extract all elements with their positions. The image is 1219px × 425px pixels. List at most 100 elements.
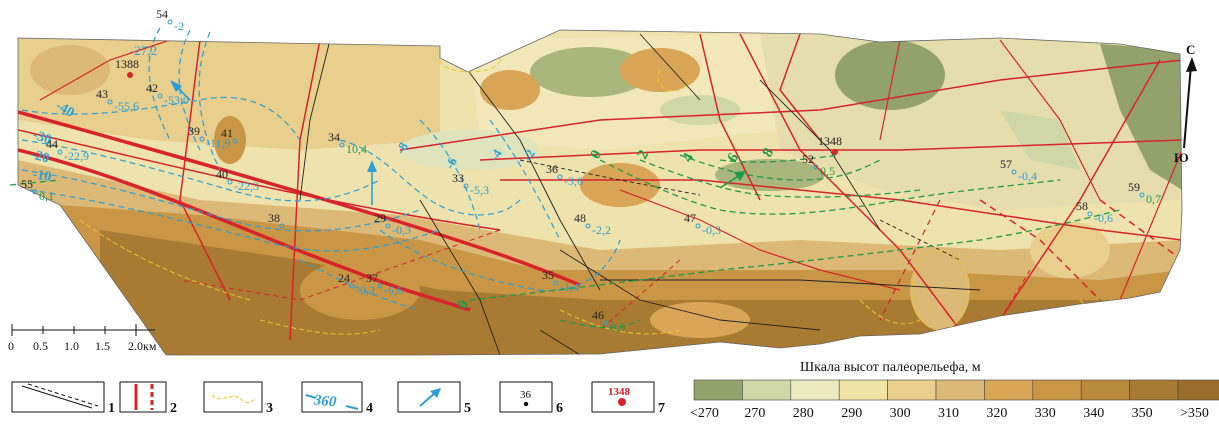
relief-class-label: 310 (938, 406, 959, 421)
well-value: -6,6 (384, 283, 403, 297)
well-marker (349, 283, 355, 289)
scale-tick: 1.5 (95, 339, 110, 353)
well-value: -2,2 (592, 223, 611, 237)
well-marker (385, 223, 391, 229)
scale-tick: 0 (8, 339, 14, 353)
well-marker (279, 223, 285, 229)
well-id: 57 (1000, 157, 1012, 171)
well-42: 42 -53,0 (146, 81, 189, 107)
well-value: -2 (174, 19, 184, 33)
well-38: 38 (268, 211, 285, 229)
well-marker (553, 280, 559, 286)
well-marker (199, 136, 205, 142)
well-id: 48 (574, 211, 586, 225)
well-marker (377, 283, 383, 289)
scale-tick: 0.5 (33, 339, 48, 353)
well-value: -1,4 (560, 280, 579, 294)
north-arrow: С Ю (1174, 42, 1197, 165)
well-id: 47 (684, 211, 696, 225)
legend-num: 3 (266, 401, 273, 416)
well-value: -22,3 (234, 179, 259, 193)
well-marker (107, 99, 113, 105)
well-value: 0,7 (1146, 192, 1161, 206)
well-39: 39 -11,9 (188, 124, 231, 150)
relief-class-swatch (935, 379, 985, 401)
red-well-label: 1348 (818, 134, 842, 148)
wells: 54-243-55,642-53,039-11,94144-22,9550,14… (21, 7, 1161, 334)
relief-class-swatch (693, 379, 743, 401)
well-id: 43 (96, 87, 108, 101)
well-value: -55,6 (114, 99, 139, 113)
relief-class-swatch (1080, 379, 1130, 401)
well-value: -22,9 (64, 149, 89, 163)
well-id: 24 (338, 271, 350, 285)
well-57: 57 -0,4 (1000, 157, 1037, 183)
well-value: 0,1 (39, 189, 54, 203)
well-value: -3,6 (564, 174, 583, 188)
compass-south: Ю (1174, 150, 1189, 165)
well-35: 35 -1,4 (542, 268, 579, 294)
well-marker (167, 19, 173, 25)
green-isolines (9, 154, 1121, 329)
relief-class-swatch (1177, 379, 1219, 401)
well-id: 46 (592, 308, 604, 322)
well-value: -5,3 (470, 183, 489, 197)
well-id: 37 (366, 271, 378, 285)
relief-scale-title: Шкала высот палеорельефа, м (800, 360, 981, 375)
well-59: 590,7 (1128, 180, 1161, 206)
well-46: 460,6 (592, 308, 625, 334)
relief-class-swatch (790, 379, 840, 401)
legend-num: 2 (170, 401, 177, 416)
well-id: 33 (452, 171, 464, 185)
relief-class-swatch (887, 379, 937, 401)
relief-scale: <270 270 280 290 300 310 320 330 340 350 >350 (690, 379, 1219, 421)
legend-well-sample: 36 (520, 389, 532, 401)
relief-class-label: 340 (1083, 406, 1104, 421)
relief-class-swatch (742, 379, 792, 401)
relief-class-label: 300 (890, 406, 911, 421)
well-marker (1011, 169, 1017, 175)
well-43: 43 -55,6 (96, 87, 139, 113)
red-well-label: 1388 (115, 57, 139, 71)
well-id: 38 (268, 211, 280, 225)
well-marker (227, 179, 233, 185)
well-value: -53,0 (164, 93, 189, 107)
well-marker (232, 138, 238, 144)
well-id: 39 (188, 124, 200, 138)
relief-class-label: 280 (793, 406, 814, 421)
legend-num: 7 (658, 401, 665, 416)
compass-north: С (1186, 42, 1195, 57)
well-24: 24 -0,2 (338, 271, 375, 297)
well-value: -0,4 (1018, 169, 1037, 183)
relief-class-swatch (1032, 379, 1082, 401)
well-marker (813, 164, 819, 170)
well-value: -0,3 (392, 223, 411, 237)
isoline-label: -20 (29, 147, 51, 166)
well-marker (603, 320, 609, 326)
well-id: 40 (216, 167, 228, 181)
well-marker (57, 149, 63, 155)
well-41: 41 (221, 126, 238, 144)
relief-class-label: 330 (1035, 406, 1056, 421)
scale-bar: 0 0.5 1.0 1.5 2.0км (8, 324, 157, 353)
flow-arrows (170, 80, 746, 205)
well-marker (695, 223, 701, 229)
well-29: 29 -0,3 (374, 211, 411, 237)
well-54: 54 -2 (156, 7, 184, 33)
well-40: 40 -22,3 (216, 167, 259, 193)
well-marker (157, 93, 163, 99)
relief-class-label: 350 (1132, 406, 1153, 421)
scale-tick: 1.0 (64, 339, 79, 353)
well-id: 44 (46, 137, 58, 151)
well-id: 59 (1128, 180, 1140, 194)
well-id: 35 (542, 268, 554, 282)
symbol-legend: 1 2 3 360 4 5 36 6 1348 7 (11, 381, 665, 416)
well-33: 33 -5,3 (452, 171, 489, 197)
relief-class-label: 270 (744, 406, 765, 421)
relief-class-swatch (984, 379, 1034, 401)
well-marker (32, 189, 38, 195)
legend-num: 5 (464, 401, 471, 416)
relief-class-swatch (1129, 379, 1179, 401)
